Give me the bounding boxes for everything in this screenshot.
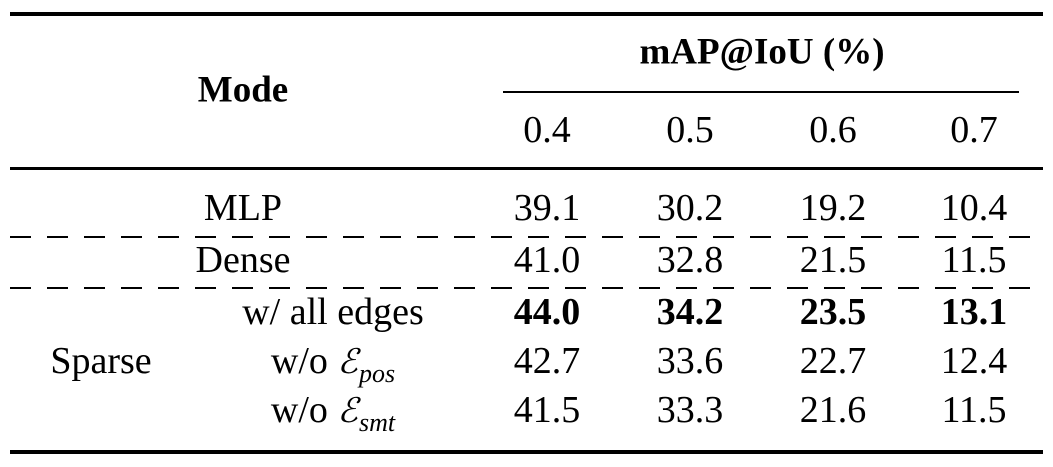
row-label-dense: Dense bbox=[195, 239, 291, 281]
table-cell: 11.5 bbox=[941, 389, 1007, 431]
row-label-without-smt: w/o ℰsmt bbox=[270, 389, 395, 436]
table-cell: 33.6 bbox=[656, 340, 724, 382]
row-label-prefix: w/o bbox=[270, 340, 328, 382]
table-cell: 30.2 bbox=[656, 187, 724, 229]
table-cell: 32.8 bbox=[656, 239, 724, 281]
row-label-all-edges: w/ all edges bbox=[242, 291, 424, 333]
top-rule bbox=[10, 12, 1043, 16]
header-rule bbox=[10, 167, 1043, 170]
table-cell-best: 44.0 bbox=[513, 291, 581, 333]
bottom-rule bbox=[10, 450, 1043, 454]
edge-set-subscript: smt bbox=[358, 408, 396, 437]
row-label-without-pos: w/o ℰpos bbox=[270, 340, 395, 387]
dashed-separator-1 bbox=[10, 236, 1043, 238]
row-label-mlp: MLP bbox=[203, 187, 283, 229]
table-cell: 10.4 bbox=[940, 187, 1008, 229]
table-cell: 21.6 bbox=[799, 389, 867, 431]
threshold-0.4: 0.4 bbox=[523, 109, 571, 151]
dashed-separator-2 bbox=[10, 287, 1043, 289]
group-label-sparse: Sparse bbox=[50, 340, 152, 382]
table-cell-best: 13.1 bbox=[940, 291, 1008, 333]
table-cell-best: 23.5 bbox=[799, 291, 867, 333]
row-label-prefix: w/o bbox=[270, 389, 328, 431]
table-cell: 41.5 bbox=[513, 389, 581, 431]
edge-set-symbol: ℰ bbox=[337, 342, 358, 382]
table-cell: 39.1 bbox=[513, 187, 581, 229]
metric-header: mAP@IoU (%) bbox=[639, 31, 885, 73]
table-cell: 41.0 bbox=[513, 239, 581, 281]
table-cell: 19.2 bbox=[799, 187, 867, 229]
mode-header: Mode bbox=[197, 69, 289, 111]
threshold-0.7: 0.7 bbox=[950, 109, 998, 151]
metric-underline-rule bbox=[503, 91, 1019, 93]
table-cell: 42.7 bbox=[513, 340, 581, 382]
edge-set-symbol: ℰ bbox=[337, 391, 358, 431]
table-cell: 33.3 bbox=[656, 389, 724, 431]
table-cell: 11.5 bbox=[941, 239, 1007, 281]
table-cell: 21.5 bbox=[799, 239, 867, 281]
table-cell-best: 34.2 bbox=[656, 291, 724, 333]
edge-set-subscript: pos bbox=[358, 359, 396, 388]
threshold-0.6: 0.6 bbox=[809, 109, 857, 151]
table-cell: 12.4 bbox=[940, 340, 1008, 382]
table-cell: 22.7 bbox=[799, 340, 867, 382]
threshold-0.5: 0.5 bbox=[666, 109, 714, 151]
